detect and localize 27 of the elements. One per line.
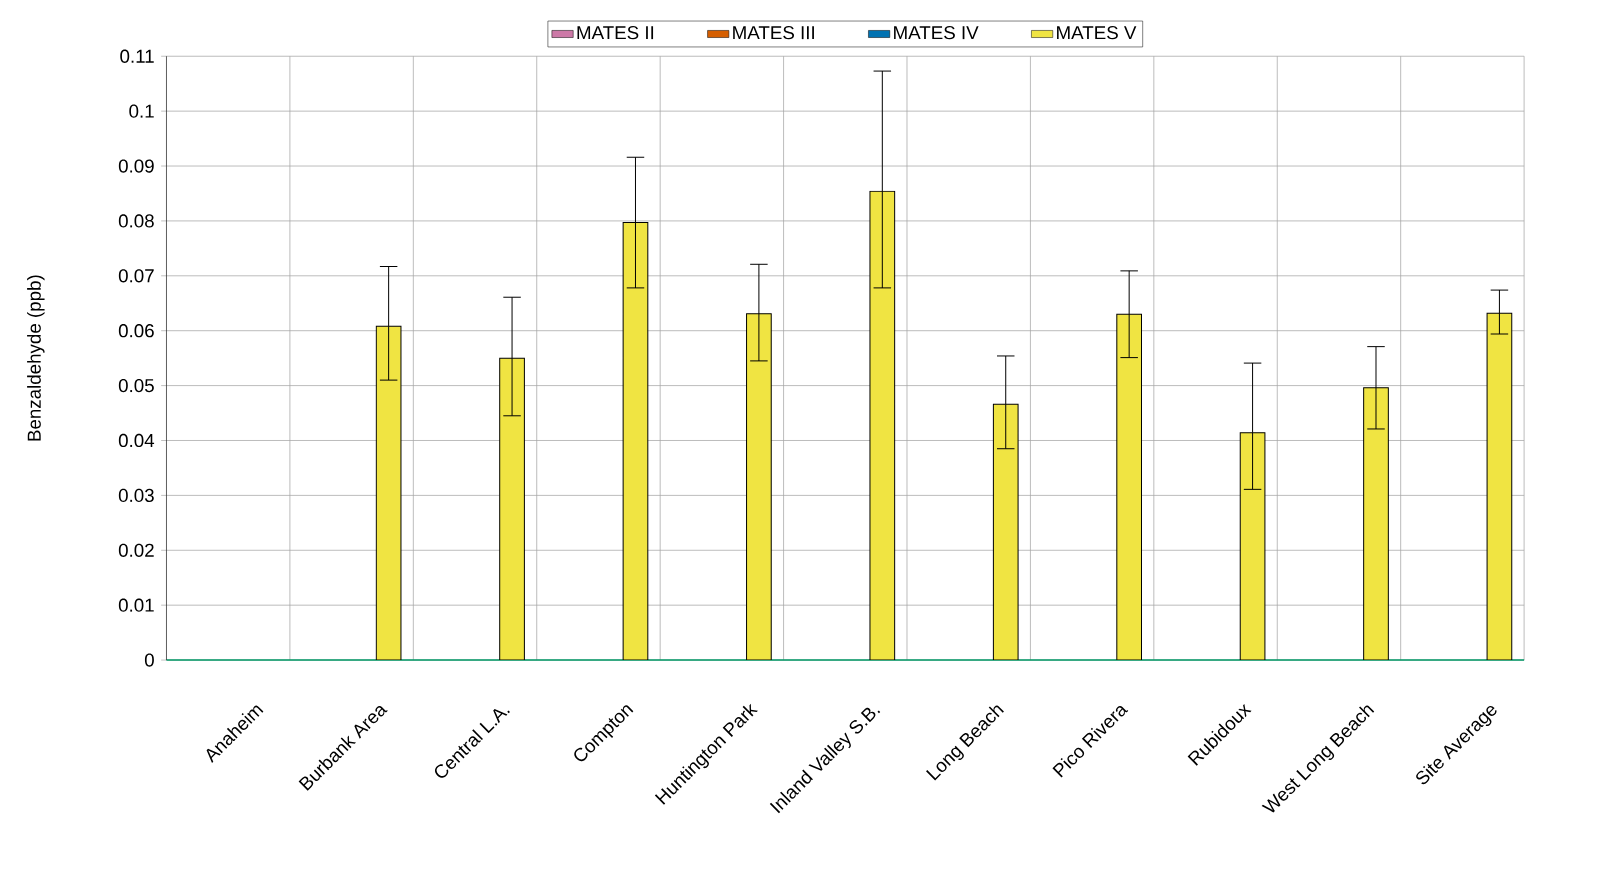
y-axis-title: Benzaldehyde (ppb) (27, 275, 45, 441)
y-tick-label: 0.08 (118, 214, 154, 228)
y-tick-label: 0.1 (129, 104, 154, 118)
y-tick-label: 0.05 (118, 378, 154, 393)
bar (375, 325, 402, 660)
y-tick-label: 0.04 (118, 433, 155, 448)
bar (1239, 432, 1266, 660)
bar (746, 313, 772, 660)
y-tick-label: 0.09 (118, 159, 154, 173)
y-tick-label: 0.02 (118, 543, 154, 557)
bar (1486, 312, 1513, 660)
y-tick-label: 0 (144, 653, 154, 667)
y-tick-label: 0.01 (118, 598, 154, 612)
legend-label: MATES II (577, 25, 654, 40)
bar (622, 222, 649, 660)
y-tick-label: 0.11 (120, 49, 154, 63)
bar (499, 357, 525, 660)
y-tick-label: 0.03 (118, 488, 154, 502)
bar (992, 403, 1019, 660)
legend-label: MATES IV (894, 25, 979, 40)
bar (1116, 313, 1142, 660)
legend-label: MATES V (1057, 25, 1137, 40)
legend-label: MATES III (733, 25, 814, 40)
y-tick-label: 0.07 (118, 269, 154, 283)
bar (1363, 387, 1389, 660)
y-tick-label: 0.06 (118, 324, 154, 338)
bar (869, 190, 896, 660)
